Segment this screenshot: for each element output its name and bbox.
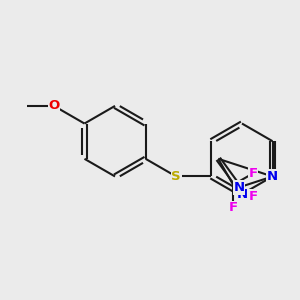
Text: F: F xyxy=(248,190,258,203)
Text: N: N xyxy=(236,188,247,201)
Text: S: S xyxy=(171,170,181,183)
Text: F: F xyxy=(248,167,258,180)
Text: N: N xyxy=(233,181,244,194)
Text: N: N xyxy=(267,170,278,183)
Text: N: N xyxy=(267,170,278,183)
Text: O: O xyxy=(48,99,60,112)
Text: F: F xyxy=(229,201,238,214)
